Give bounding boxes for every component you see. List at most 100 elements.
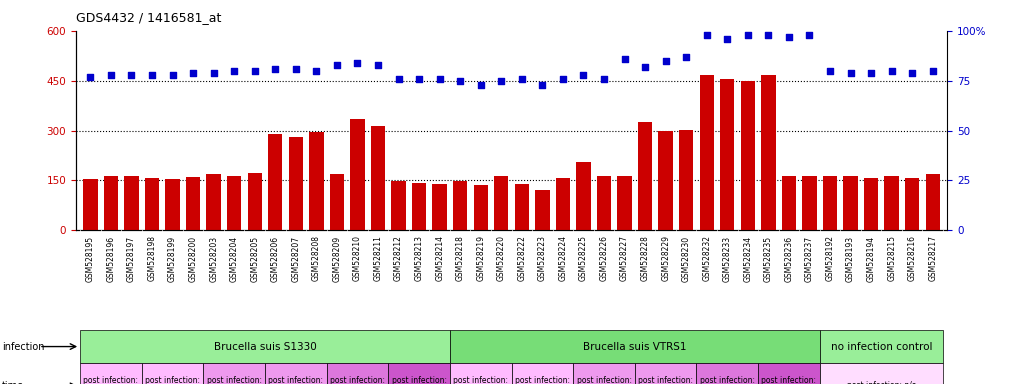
Text: GSM528235: GSM528235 [764, 235, 773, 281]
Bar [412, 183, 426, 230]
Bar [207, 174, 221, 230]
Text: GSM528225: GSM528225 [579, 235, 588, 281]
Text: GSM528204: GSM528204 [230, 235, 239, 281]
Point [308, 68, 324, 74]
Point [452, 78, 468, 84]
Text: GSM528227: GSM528227 [620, 235, 629, 281]
Bar [635, 363, 697, 384]
Text: post infection:
hour 1: post infection: hour 1 [83, 376, 139, 384]
Bar [820, 330, 943, 363]
Point [883, 68, 900, 74]
Point [699, 31, 715, 38]
Point [288, 66, 304, 72]
Point [411, 76, 427, 82]
Text: GSM528195: GSM528195 [86, 235, 95, 281]
Point [843, 70, 859, 76]
Bar [820, 363, 943, 384]
Bar [884, 176, 899, 230]
Point [124, 71, 140, 78]
Point [781, 34, 797, 40]
Point [596, 76, 612, 82]
Text: GSM528236: GSM528236 [784, 235, 793, 281]
Bar [926, 174, 940, 230]
Bar [473, 185, 488, 230]
Text: post infection: n/a: post infection: n/a [847, 381, 916, 384]
Text: GSM528216: GSM528216 [908, 235, 917, 281]
Bar [391, 181, 406, 230]
Bar [329, 174, 344, 230]
Point [82, 74, 98, 80]
Point [349, 60, 366, 66]
Text: GSM528226: GSM528226 [600, 235, 609, 281]
Point [739, 31, 756, 38]
Bar [309, 132, 323, 230]
Bar [720, 79, 734, 230]
Text: GSM528219: GSM528219 [476, 235, 485, 281]
Bar [535, 190, 550, 230]
Text: post infection:
hour 1: post infection: hour 1 [453, 376, 509, 384]
Point [678, 54, 694, 60]
Point [925, 68, 941, 74]
Text: GSM528232: GSM528232 [702, 235, 711, 281]
Text: GSM528210: GSM528210 [353, 235, 362, 281]
Point [863, 70, 879, 76]
Bar [388, 363, 450, 384]
Text: GSM528197: GSM528197 [127, 235, 136, 281]
Bar [573, 363, 635, 384]
Text: GSM528234: GSM528234 [744, 235, 753, 281]
Bar [679, 130, 694, 230]
Text: infection: infection [2, 341, 45, 352]
Point [102, 71, 119, 78]
Point [144, 71, 160, 78]
Text: GSM528213: GSM528213 [414, 235, 423, 281]
Text: post infection:
hour 48: post infection: hour 48 [392, 376, 447, 384]
Text: GSM528199: GSM528199 [168, 235, 177, 281]
Bar [142, 363, 204, 384]
Bar [658, 131, 673, 230]
Point [206, 70, 222, 76]
Bar [512, 363, 573, 384]
Point [761, 31, 777, 38]
Bar [227, 176, 241, 230]
Bar [204, 363, 265, 384]
Bar [186, 177, 201, 230]
Point [719, 36, 735, 42]
Point [822, 68, 838, 74]
Point [185, 70, 202, 76]
Text: GSM528208: GSM528208 [312, 235, 321, 281]
Text: post infection:
hour 8: post infection: hour 8 [268, 376, 323, 384]
Text: post infection:
hour 48: post infection: hour 48 [762, 376, 816, 384]
Text: GSM528229: GSM528229 [661, 235, 671, 281]
Bar [371, 126, 385, 230]
Text: GSM528223: GSM528223 [538, 235, 547, 281]
Bar [700, 74, 714, 230]
Point [555, 76, 571, 82]
Text: time: time [2, 381, 24, 384]
Text: GSM528209: GSM528209 [332, 235, 341, 281]
Text: GSM528215: GSM528215 [887, 235, 897, 281]
Bar [576, 162, 591, 230]
Text: GSM528207: GSM528207 [292, 235, 300, 281]
Bar [145, 178, 159, 230]
Text: GSM528222: GSM528222 [518, 235, 527, 281]
Bar [83, 179, 97, 230]
Text: post infection:
hour 2: post infection: hour 2 [515, 376, 570, 384]
Point [493, 78, 510, 84]
Point [370, 61, 386, 68]
Bar [125, 177, 139, 230]
Text: GSM528206: GSM528206 [270, 235, 280, 281]
Bar [103, 177, 119, 230]
Text: GSM528220: GSM528220 [496, 235, 505, 281]
Bar [515, 184, 529, 230]
Bar [617, 176, 632, 230]
Text: Brucella suis VTRS1: Brucella suis VTRS1 [583, 341, 687, 352]
Bar [453, 181, 467, 230]
Bar [864, 178, 878, 230]
Text: GSM528196: GSM528196 [106, 235, 115, 281]
Text: GSM528217: GSM528217 [928, 235, 937, 281]
Text: GSM528218: GSM528218 [456, 235, 465, 281]
Bar [758, 363, 820, 384]
Text: GSM528212: GSM528212 [394, 235, 403, 281]
Text: GDS4432 / 1416581_at: GDS4432 / 1416581_at [76, 12, 222, 25]
Bar [556, 178, 570, 230]
